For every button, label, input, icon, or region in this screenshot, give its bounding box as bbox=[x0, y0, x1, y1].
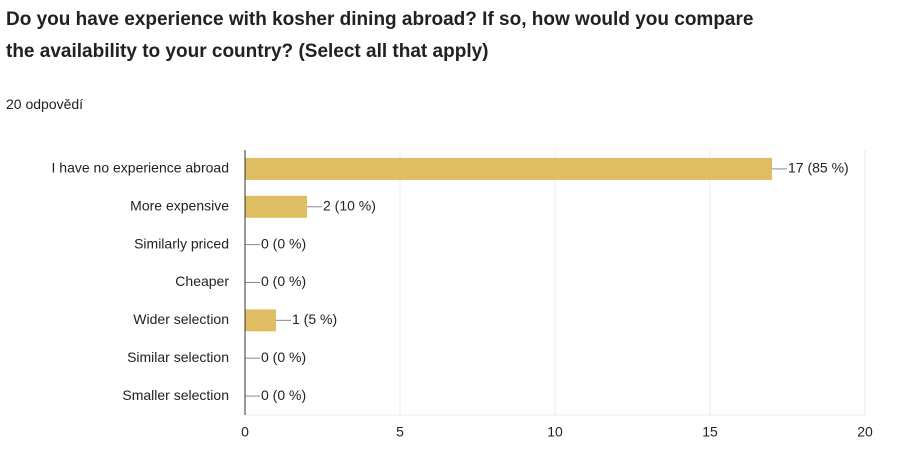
y-tick-label: More expensive bbox=[130, 197, 229, 213]
value-label: 17 (85 %) bbox=[788, 160, 849, 176]
value-label: 2 (10 %) bbox=[323, 197, 376, 213]
value-label: 0 (0 %) bbox=[261, 235, 306, 251]
bar bbox=[245, 157, 772, 180]
value-label: 0 (0 %) bbox=[261, 387, 306, 403]
y-tick-label: Cheaper bbox=[175, 273, 229, 289]
x-tick-label: 10 bbox=[547, 424, 563, 440]
value-label: 1 (5 %) bbox=[292, 311, 337, 327]
y-tick-label: Smaller selection bbox=[122, 387, 229, 403]
y-tick-label: Similarly priced bbox=[134, 235, 229, 251]
x-tick-label: 0 bbox=[241, 424, 249, 440]
y-tick-label: Wider selection bbox=[133, 311, 229, 327]
x-tick-label: 5 bbox=[396, 424, 404, 440]
y-tick-label: I have no experience abroad bbox=[52, 160, 229, 176]
value-label: 0 (0 %) bbox=[261, 349, 306, 365]
response-count: 20 odpovědí bbox=[6, 96, 84, 112]
bar bbox=[245, 309, 276, 332]
x-tick-label: 20 bbox=[857, 424, 873, 440]
x-tick-label: 15 bbox=[702, 424, 718, 440]
y-tick-label: Similar selection bbox=[127, 349, 229, 365]
value-label: 0 (0 %) bbox=[261, 273, 306, 289]
bar bbox=[245, 195, 307, 218]
question-title: Do you have experience with kosher dinin… bbox=[6, 9, 754, 62]
